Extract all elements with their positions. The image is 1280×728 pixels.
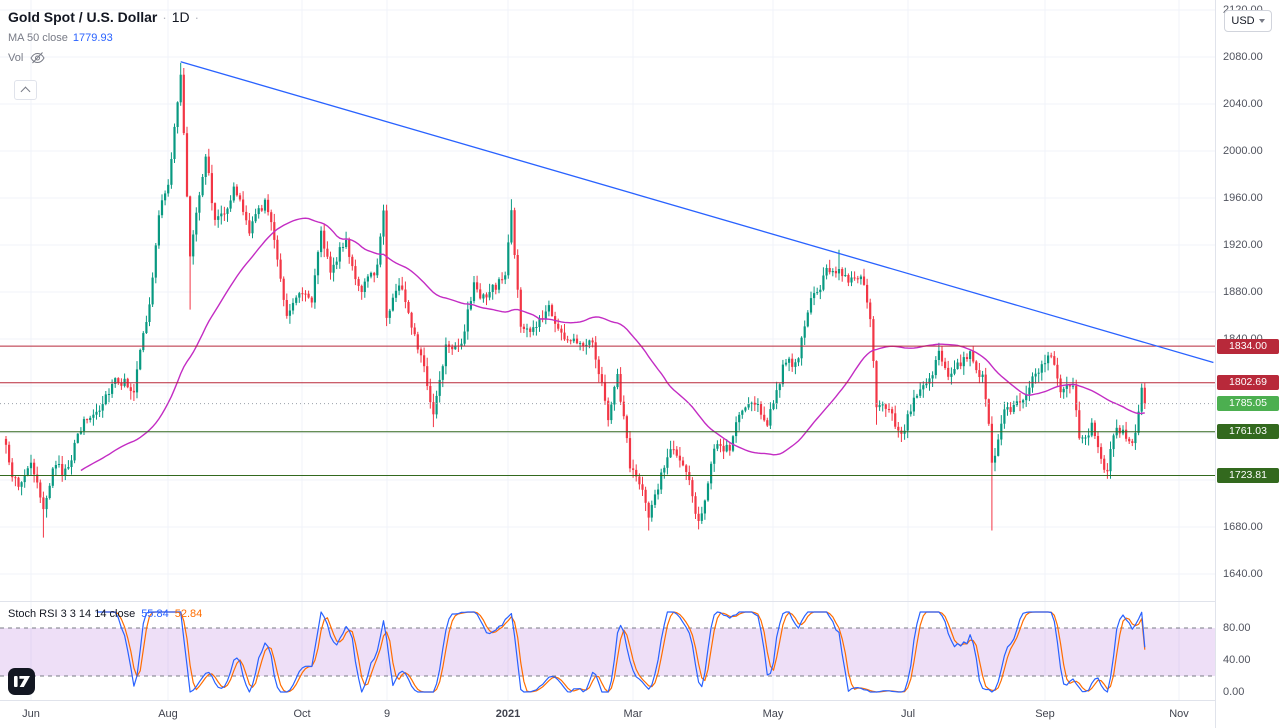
price-level-label: 1802.69 xyxy=(1217,375,1279,391)
time-axis-label: Jul xyxy=(900,708,916,720)
main-legend: Gold Spot / U.S. Dollar · 1D · MA 50 clo… xyxy=(8,6,199,68)
price-level-label: 1761.03 xyxy=(1217,424,1279,440)
stoch-axis-tick: 40.00 xyxy=(1223,653,1251,666)
separator-dot: · xyxy=(162,9,167,25)
price-axis-tick: 2040.00 xyxy=(1223,97,1263,110)
time-axis-label: May xyxy=(762,708,784,720)
stoch-k-value: 55.84 xyxy=(141,608,169,620)
vol-legend-row[interactable]: Vol xyxy=(8,48,199,68)
price-level-label: 1723.81 xyxy=(1217,468,1279,484)
price-axis-tick: 2000.00 xyxy=(1223,144,1263,157)
stoch-d-value: 52.84 xyxy=(174,608,203,620)
price-axis-tick: 1880.00 xyxy=(1223,285,1263,298)
chevron-down-icon xyxy=(1258,19,1265,23)
time-axis-label: Sep xyxy=(1035,708,1055,720)
time-axis-label: Mar xyxy=(623,708,643,720)
stoch-axis-tick: 80.00 xyxy=(1223,621,1251,634)
time-axis-divider xyxy=(0,700,1280,701)
chevron-up-icon xyxy=(20,86,31,97)
time-axis-label: Aug xyxy=(158,708,178,720)
time-axis-label: Jun xyxy=(22,708,40,720)
stoch-band xyxy=(0,628,1215,676)
ma-legend-row[interactable]: MA 50 close 1779.93 xyxy=(8,28,199,48)
currency-label: USD xyxy=(1231,15,1255,27)
vol-label: Vol xyxy=(8,52,24,64)
time-axis-label: Oct xyxy=(293,708,311,720)
tradingview-logo[interactable] xyxy=(8,668,35,695)
stoch-d-line xyxy=(102,611,1146,693)
ma-label: MA 50 close xyxy=(8,32,68,44)
price-axis-tick: 2080.00 xyxy=(1223,50,1263,63)
pane-divider[interactable] xyxy=(0,601,1280,602)
price-level-label: 1785.05 xyxy=(1217,396,1279,412)
price-axis-tick: 1920.00 xyxy=(1223,238,1263,251)
stoch-pane-canvas[interactable] xyxy=(0,602,1215,700)
price-pane-canvas[interactable] xyxy=(0,0,1215,601)
currency-selector-button[interactable]: USD xyxy=(1224,10,1272,32)
time-axis[interactable]: Jun Aug Oct 9 2021 Mar May Jul Sep Nov xyxy=(0,701,1215,728)
time-axis-label: 2021 xyxy=(495,708,521,720)
stoch-rsi-legend[interactable]: Stoch RSI 3 3 14 14 close 55.84 52.84 xyxy=(8,608,202,620)
price-axis-tick: 1960.00 xyxy=(1223,191,1263,204)
stoch-axis-tick: 0.00 xyxy=(1223,685,1245,698)
visibility-eye-off-icon[interactable] xyxy=(30,52,45,64)
symbol-title[interactable]: Gold Spot / U.S. Dollar xyxy=(8,9,158,25)
price-axis-tick: 1680.00 xyxy=(1223,520,1263,533)
trendline[interactable] xyxy=(180,61,1214,364)
tradingview-mark xyxy=(13,676,30,687)
stoch-rsi-label: Stoch RSI 3 3 14 14 close xyxy=(8,608,136,620)
separator-dot: · xyxy=(194,9,199,25)
stoch-k-line xyxy=(96,611,1146,693)
ma-value: 1779.93 xyxy=(72,32,113,44)
price-level-label: 1834.00 xyxy=(1217,338,1279,354)
price-axis[interactable]: 2120.002080.002040.002000.001960.001920.… xyxy=(1215,0,1280,728)
time-axis-label: Nov xyxy=(1169,708,1189,720)
legend-collapse-button[interactable] xyxy=(14,80,37,100)
price-axis-tick: 1640.00 xyxy=(1223,567,1263,580)
interval-label[interactable]: 1D xyxy=(171,9,190,25)
time-axis-label: 9 xyxy=(383,708,391,720)
ma50-line[interactable] xyxy=(80,217,1145,472)
candles xyxy=(4,62,1146,538)
symbol-row[interactable]: Gold Spot / U.S. Dollar · 1D · xyxy=(8,6,199,28)
